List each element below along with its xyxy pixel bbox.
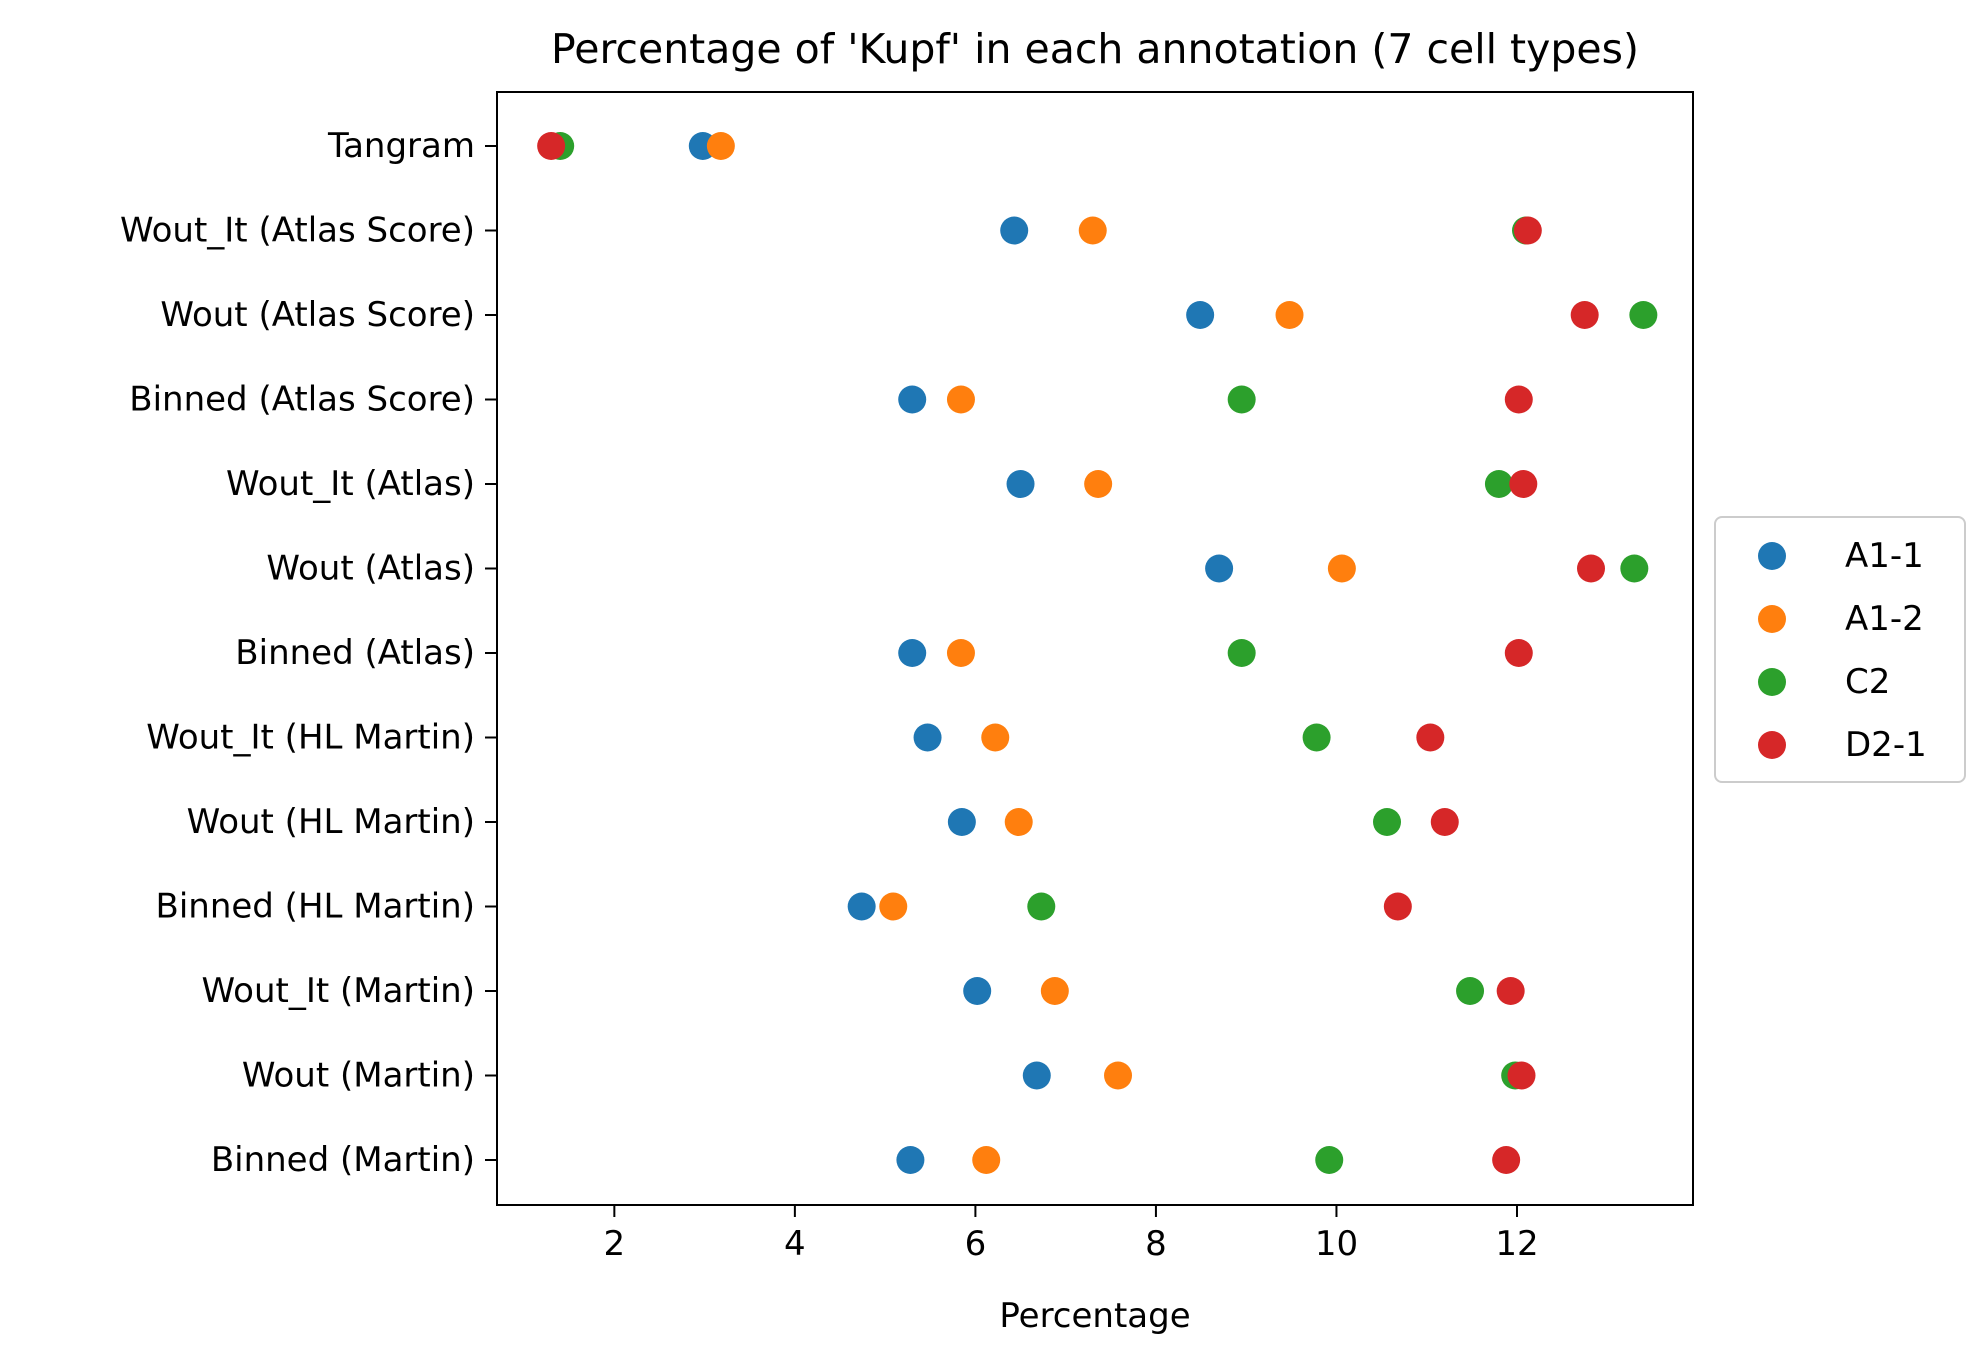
data-point [847,892,876,921]
x-tick-label: 6 [965,1224,987,1264]
y-tick-label: Wout (Martin) [242,1056,475,1096]
data-point [1513,216,1542,245]
data-point [1186,301,1215,329]
data-point [1022,1061,1051,1090]
legend-marker [1758,731,1786,759]
x-tick-label: 4 [784,1224,806,1264]
data-point [898,639,927,667]
data-point [898,385,927,414]
data-point [1006,470,1035,498]
data-point [913,723,942,752]
y-tick-label: Wout_It (Atlas Score) [120,211,475,251]
legend-label: D2-1 [1845,725,1927,765]
data-point [537,132,566,160]
y-tick-label: Wout_It (HL Martin) [146,718,475,758]
data-point [1570,301,1599,329]
data-point [879,892,908,921]
plot-frame [496,91,1694,1206]
data-point [1504,639,1533,667]
data-point [1205,554,1234,583]
data-point [1430,808,1459,836]
points-layer [537,132,1658,1174]
legend-marker [1758,668,1786,696]
data-point [1507,1061,1536,1090]
data-point [1620,554,1649,583]
data-point [981,723,1010,752]
y-tick-label: Wout (Atlas Score) [160,295,475,335]
y-tick-label: Binned (Atlas) [235,633,475,673]
data-point [1577,554,1606,583]
x-tick-label: 8 [1145,1224,1167,1264]
data-point [1492,1146,1521,1174]
data-point [1383,892,1412,921]
x-tick-label: 12 [1495,1224,1538,1264]
data-point [1373,808,1402,836]
data-point [1629,301,1658,329]
y-tick-label: Tangram [327,126,475,166]
data-point [1504,385,1533,414]
data-point [1456,977,1485,1005]
data-point [1227,639,1256,667]
x-axis-label: Percentage [999,1296,1190,1336]
data-point [1416,723,1445,752]
data-point [1104,1061,1133,1090]
y-tick-label: Binned (HL Martin) [156,887,476,927]
y-tick-label: Wout_It (Atlas) [226,464,475,504]
data-point [1275,301,1304,329]
y-tick-label: Wout (Atlas) [266,549,475,589]
legend: A1-1 A1-2 C2 D2-1 [1714,516,1966,783]
data-point [706,132,735,160]
legend-label: A1-2 [1845,599,1924,639]
legend-label: A1-1 [1845,536,1924,576]
data-point [1302,723,1331,752]
data-point [1327,554,1356,583]
y-axis: Tangram Wout_It (Atlas Score) Wout (Atlas … [120,126,497,1180]
data-point [963,977,992,1005]
data-point [1004,808,1033,836]
x-tick-label: 10 [1315,1224,1358,1264]
x-axis: 2 4 6 8 10 12 [604,1205,1539,1264]
data-point [1496,977,1525,1005]
legend-label: C2 [1845,662,1890,702]
y-tick-label: Wout_It (Martin) [202,971,475,1011]
legend-frame [1714,516,1966,783]
data-point [1040,977,1069,1005]
data-point [1000,216,1029,245]
x-tick-label: 2 [604,1224,626,1264]
data-point [946,385,975,414]
data-point [1484,470,1513,498]
data-point [972,1146,1001,1174]
data-point [896,1146,925,1174]
data-point [1509,470,1538,498]
data-point [1315,1146,1344,1174]
data-point [1027,892,1056,921]
data-point [1084,470,1113,498]
chart-title: Percentage of 'Kupf' in each annotation … [551,25,1639,73]
y-tick-label: Wout (HL Martin) [187,802,475,842]
y-tick-label: Binned (Martin) [211,1140,475,1180]
y-tick-label: Binned (Atlas Score) [129,380,475,420]
data-point [1078,216,1107,245]
data-point [1227,385,1256,414]
data-point [946,639,975,667]
legend-marker [1758,605,1786,633]
data-point [947,808,976,836]
legend-marker [1758,542,1786,570]
